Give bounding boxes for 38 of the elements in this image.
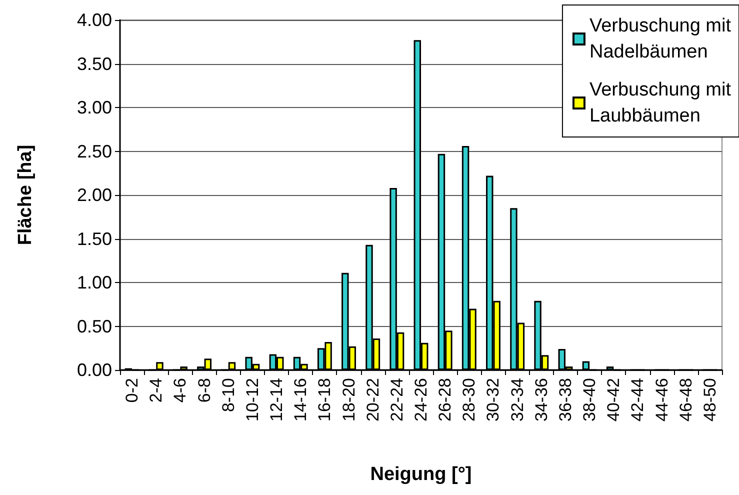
x-tick-label: 4-6 xyxy=(170,378,190,403)
x-tick-label: 10-12 xyxy=(242,378,262,422)
x-tick-label: 12-14 xyxy=(267,378,286,422)
x-tick-label: 30-32 xyxy=(484,378,503,422)
x-tick-label: 38-40 xyxy=(580,378,600,422)
x-tick-label: 16-18 xyxy=(315,378,334,422)
x-tick-label: 26-28 xyxy=(436,378,455,422)
y-tick-label: 1.50 xyxy=(76,228,112,249)
y-tick-label: 3.00 xyxy=(76,98,112,118)
y-tick-label: 1.00 xyxy=(76,272,112,292)
y-tick-label: 2.00 xyxy=(76,185,112,205)
x-axis-title: Neigung [°] xyxy=(370,464,472,485)
y-tick-label: 2.50 xyxy=(76,141,112,162)
x-tick-label: 32-34 xyxy=(508,378,527,422)
legend-label: Verbuschung mit Laubbäumen xyxy=(589,80,732,126)
legend-label: Verbuschung mit Nadelbäumen xyxy=(589,16,732,62)
y-tick-label: 3.50 xyxy=(76,54,112,74)
x-tick-label: 22-24 xyxy=(387,378,406,422)
x-tick-label: 46-48 xyxy=(676,378,696,422)
x-tick-label: 28-30 xyxy=(460,378,479,422)
x-tick-label: 42-44 xyxy=(628,378,648,422)
x-tick-label: 34-36 xyxy=(532,378,551,422)
y-axis-title: Fläche [ha] xyxy=(15,144,36,246)
y-tick-label: 4.00 xyxy=(76,10,112,30)
x-tick-label: 0-2 xyxy=(122,378,142,403)
x-tick-label: 2-4 xyxy=(146,378,166,403)
x-tick-label: 14-16 xyxy=(291,378,310,422)
x-tick-label: 18-20 xyxy=(339,378,358,422)
x-tick-label: 20-22 xyxy=(363,378,382,422)
x-tick-label: 6-8 xyxy=(194,378,214,403)
x-tick-label: 44-46 xyxy=(652,378,672,422)
x-tick-label: 8-10 xyxy=(218,378,238,412)
x-tick-label: 40-42 xyxy=(604,378,624,422)
x-tick-label: 48-50 xyxy=(700,378,720,422)
y-tick-label: 0.50 xyxy=(76,316,112,336)
x-tick-label: 36-38 xyxy=(556,378,575,422)
x-tick-label: 24-26 xyxy=(412,378,430,422)
y-tick-label: 0.00 xyxy=(76,360,112,380)
